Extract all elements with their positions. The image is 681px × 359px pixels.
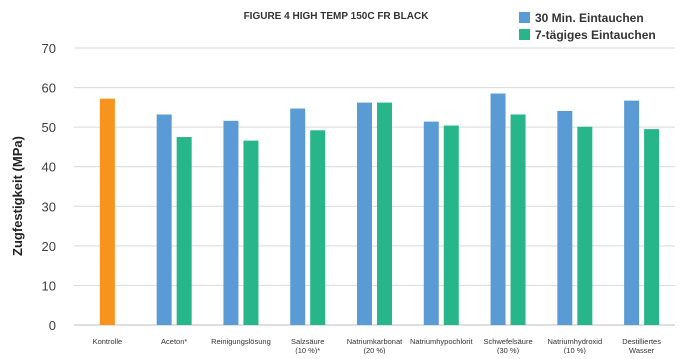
y-tick-label: 20	[42, 239, 56, 254]
bar-series-1-cat-3	[223, 120, 239, 325]
chart-title: FIGURE 4 HIGH TEMP 150C FR BLACK	[244, 11, 430, 22]
y-tick-label: 30	[42, 199, 56, 214]
x-tick-label: Wasser	[629, 346, 655, 354]
x-tick-label: (30 %)	[497, 346, 520, 354]
legend-swatch	[519, 29, 530, 40]
x-tick-label: Natriumkarbonat	[347, 337, 403, 346]
x-tick-label: Aceton*	[161, 337, 187, 346]
x-axis-ticks: Kontrolle Aceton* Reinigungslösung Salzsäur…	[93, 337, 662, 355]
bar-series-2-cat-2	[176, 137, 192, 325]
bar-series-2-cat-8	[577, 126, 593, 325]
x-tick-label: Schwefelsäure	[483, 337, 532, 346]
y-tick-label: 60	[42, 81, 56, 96]
x-tick-label: Kontrolle	[93, 337, 123, 346]
bar-series-2-cat-9	[644, 129, 660, 325]
y-tick-label: 40	[42, 160, 56, 175]
x-tick-label: (20 %)	[363, 346, 386, 354]
legend: 30 Min. Eintauchen 7-tägiges Eintauchen	[519, 11, 656, 42]
bar-series-2-cat-7	[510, 114, 526, 325]
gridlines	[74, 47, 675, 326]
x-tick-label: (10 %)*	[295, 346, 320, 354]
y-tick-label: 70	[42, 41, 56, 56]
legend-label: 7-tägiges Eintauchen	[535, 28, 656, 42]
y-tick-label: 10	[42, 278, 56, 293]
bar-series-2-cat-3	[243, 140, 259, 325]
bar-series-1-cat-2	[156, 114, 172, 325]
bar-series-1-cat-6	[423, 121, 439, 325]
bar-kontrolle	[99, 98, 115, 325]
y-axis-ticks: 0 10 20 30 40 50 60 70	[42, 41, 56, 333]
x-tick-label: Natriumhydroxid	[548, 337, 603, 346]
bar-series-2-cat-4	[310, 130, 326, 325]
bar-series-1-cat-8	[557, 110, 573, 325]
bars	[99, 93, 660, 326]
x-tick-label: Reinigungslösung	[211, 337, 271, 346]
y-tick-label: 0	[49, 318, 56, 333]
x-tick-label: Natriumhypochlorit	[410, 337, 473, 346]
x-tick-label: (10 %)	[564, 346, 587, 354]
bar-series-1-cat-7	[490, 93, 506, 325]
bar-series-1-cat-4	[290, 108, 306, 326]
legend-swatch	[519, 12, 530, 23]
legend-label: 30 Min. Eintauchen	[535, 11, 644, 25]
bar-series-2-cat-6	[443, 125, 459, 325]
y-axis-label: Zugfestigkeit (MPa)	[10, 136, 25, 256]
y-tick-label: 50	[42, 120, 56, 135]
bar-series-1-cat-5	[357, 102, 372, 325]
bar-series-2-cat-5	[377, 102, 392, 325]
x-tick-label: Destilliertes	[622, 337, 661, 346]
x-tick-label: Salzsäure	[291, 337, 324, 346]
bar-series-1-cat-9	[624, 100, 640, 325]
